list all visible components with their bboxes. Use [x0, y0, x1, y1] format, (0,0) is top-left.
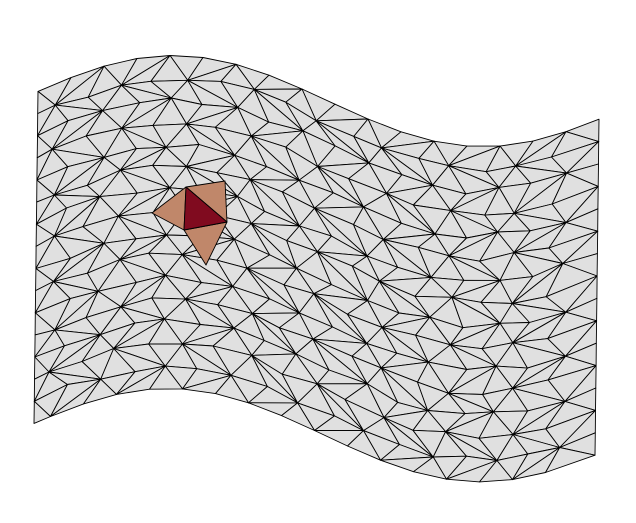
mesh-triangle [413, 456, 447, 480]
mesh-triangle [281, 402, 315, 431]
mesh-triangle [83, 378, 117, 405]
mesh-triangle [33, 400, 51, 424]
mesh-triangle [215, 374, 249, 404]
mesh-triangles [33, 55, 600, 483]
mesh-highlight-group [151, 180, 228, 266]
mesh-triangle [149, 365, 183, 390]
mesh-triangle [479, 460, 513, 483]
mesh-triangle [347, 430, 381, 461]
mesh-triangle [545, 447, 596, 473]
selected-triangle [183, 186, 228, 231]
